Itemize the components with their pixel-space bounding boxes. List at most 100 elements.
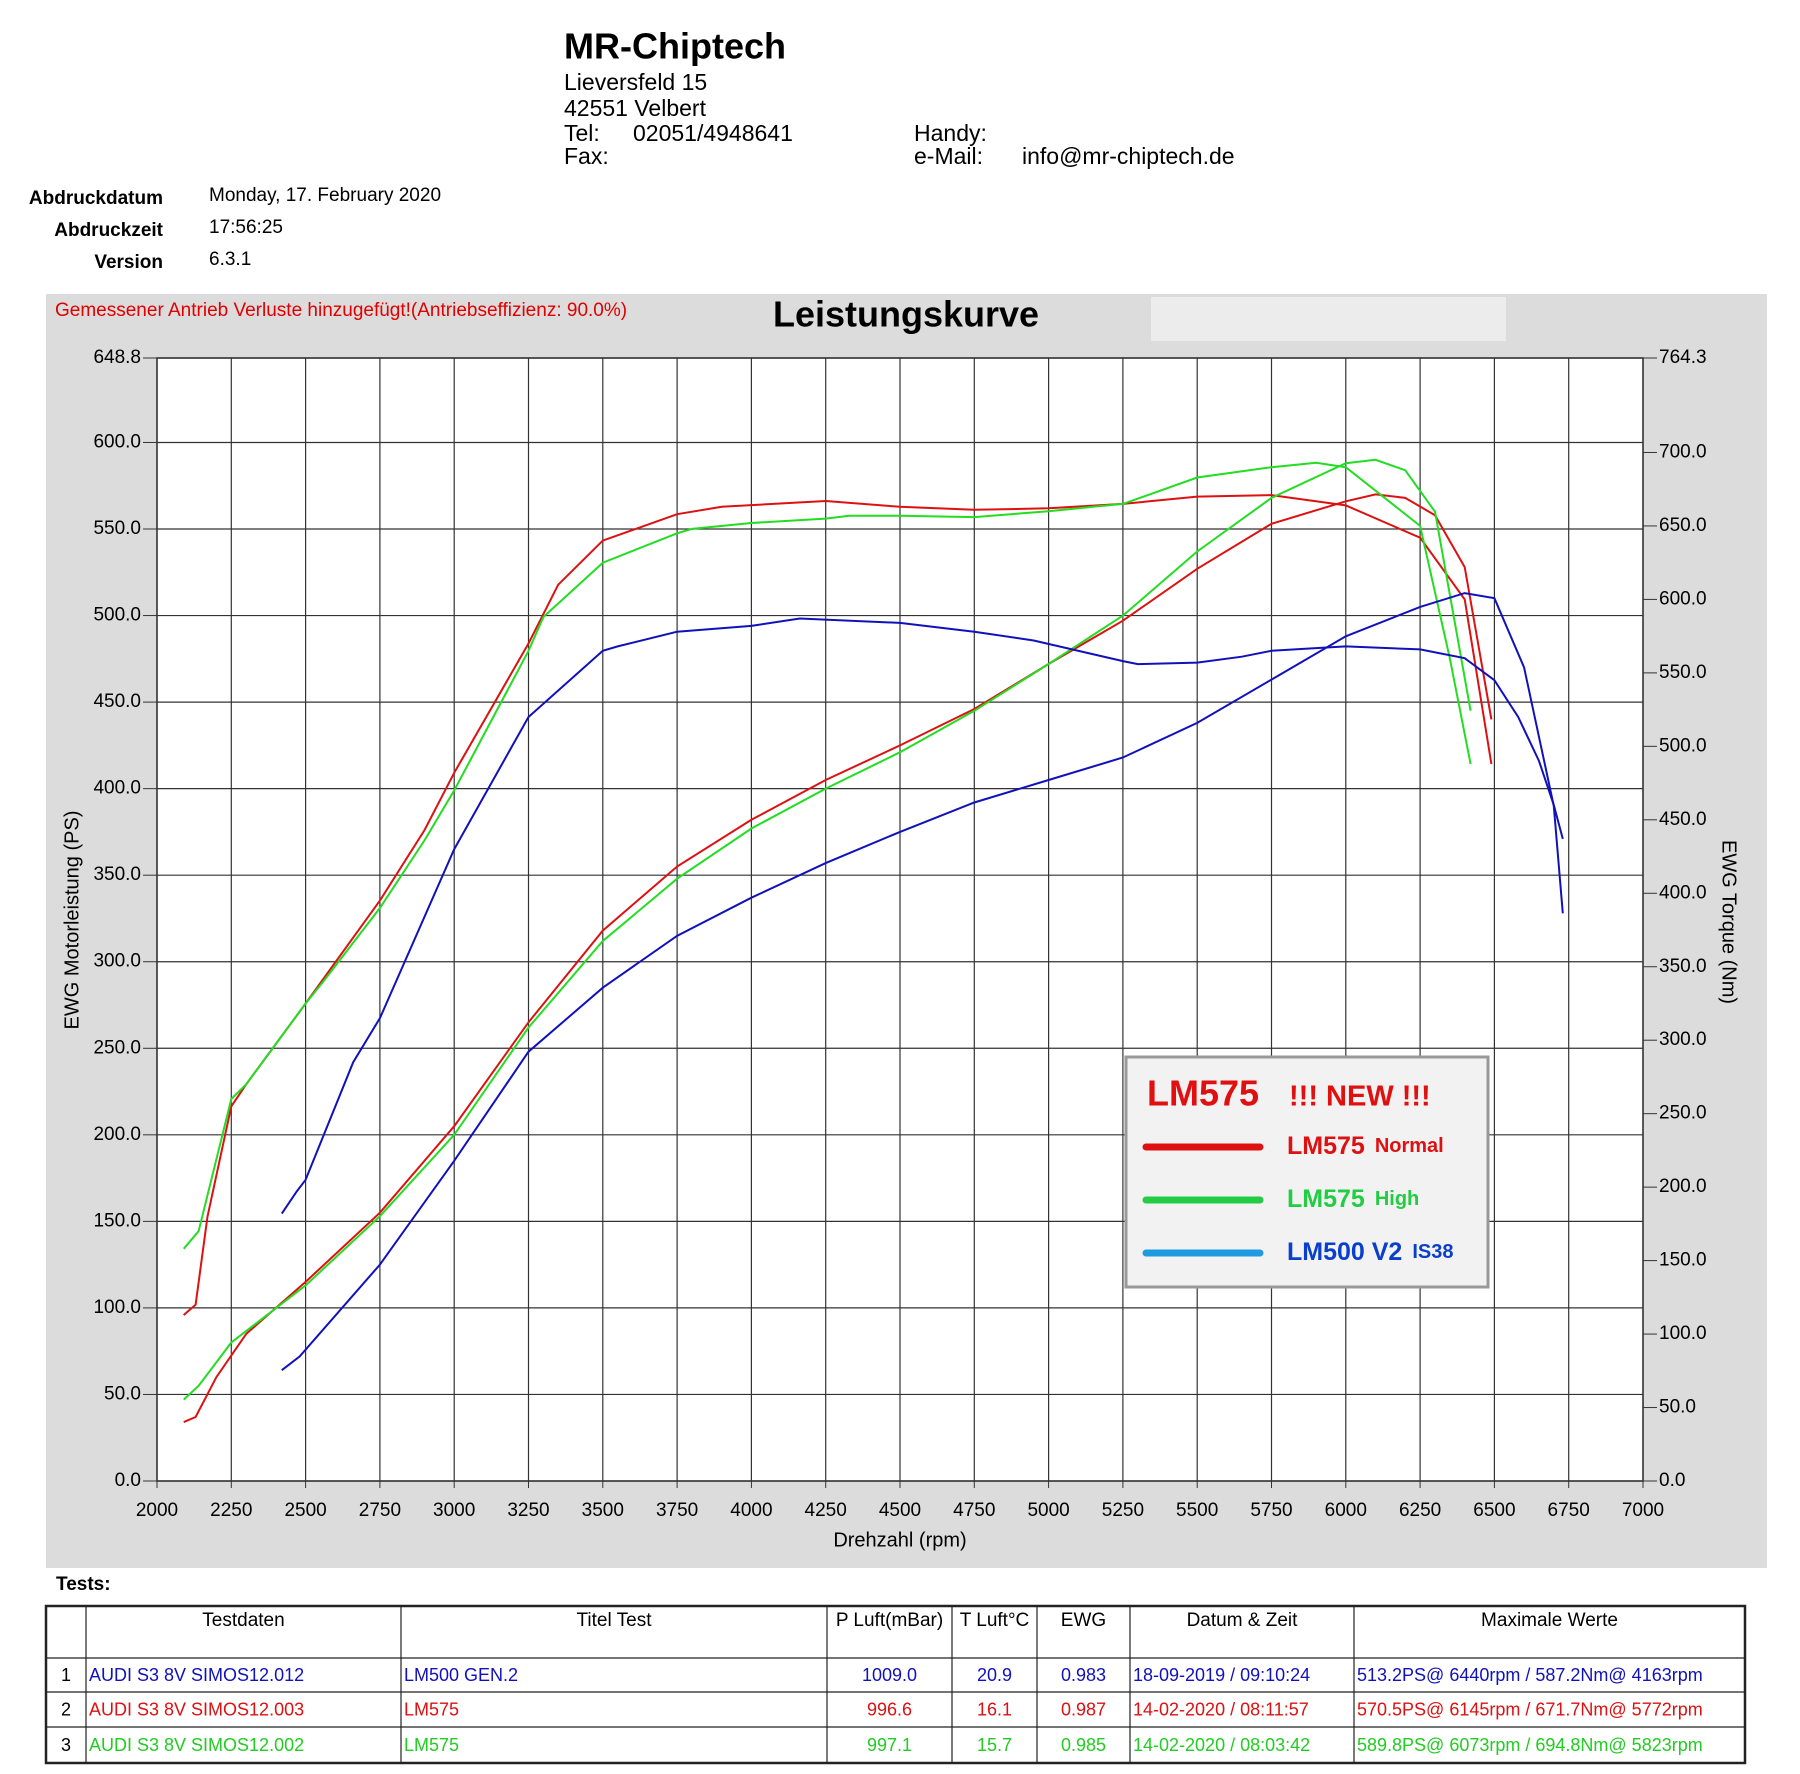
y2-tick-label: 300.0 bbox=[1659, 1029, 1707, 1050]
legend-sub: IS38 bbox=[1412, 1241, 1453, 1263]
legend-sub: High bbox=[1375, 1188, 1419, 1210]
y2-tick-label: 0.0 bbox=[1659, 1470, 1685, 1491]
table-cell: AUDI S3 8V SIMOS12.003 bbox=[89, 1699, 304, 1719]
y2-tick-label: 600.0 bbox=[1659, 588, 1707, 609]
y-tick-label: 300.0 bbox=[93, 951, 141, 972]
series-line bbox=[183, 458, 1472, 1401]
legend-name: LM575 bbox=[1287, 1185, 1365, 1213]
table-cell: AUDI S3 8V SIMOS12.002 bbox=[89, 1735, 304, 1755]
x-tick-label: 4750 bbox=[953, 1500, 995, 1521]
legend-label: LM500 V2 IS38 bbox=[1287, 1238, 1454, 1266]
table-cell: 996.6 bbox=[867, 1699, 912, 1719]
table-cell: 20.9 bbox=[977, 1665, 1012, 1685]
y2-tick-label: 50.0 bbox=[1659, 1397, 1696, 1418]
company: MR-Chiptech bbox=[564, 26, 786, 67]
x-tick-label: 3500 bbox=[582, 1500, 624, 1521]
legend-title-note: !!! NEW !!! bbox=[1289, 1081, 1431, 1113]
x-tick-label: 6500 bbox=[1473, 1500, 1515, 1521]
table-header: Datum & Zeit bbox=[1187, 1610, 1299, 1631]
series-line bbox=[280, 617, 1564, 1215]
info-label: Abdruckdatum bbox=[29, 188, 163, 209]
y2-tick-label: 650.0 bbox=[1659, 515, 1707, 536]
y-tick-label: 50.0 bbox=[104, 1383, 141, 1404]
y2-tick-label: 500.0 bbox=[1659, 735, 1707, 756]
table-header: P Luft(mBar) bbox=[836, 1610, 943, 1631]
table-cell: 1 bbox=[61, 1665, 71, 1685]
plot-border bbox=[156, 357, 1644, 1482]
y-tick-label: 550.0 bbox=[93, 518, 141, 539]
info-label: Abdruckzeit bbox=[54, 220, 163, 241]
table-cell: LM500 GEN.2 bbox=[404, 1665, 518, 1685]
table-cell: 0.983 bbox=[1061, 1665, 1106, 1685]
table-cell: 16.1 bbox=[977, 1699, 1012, 1719]
fax-label: Fax: bbox=[564, 143, 609, 169]
table-cell: 1009.0 bbox=[862, 1665, 917, 1685]
x-tick-label: 5750 bbox=[1250, 1500, 1292, 1521]
city: 42551 Velbert bbox=[564, 95, 707, 121]
table-cell: 18-09-2019 / 09:10:24 bbox=[1133, 1665, 1310, 1685]
y-tick-label: 100.0 bbox=[93, 1297, 141, 1318]
x-tick-label: 6000 bbox=[1325, 1500, 1367, 1521]
handy-label: Handy: bbox=[914, 120, 987, 146]
table-cell: 14-02-2020 / 08:03:42 bbox=[1133, 1735, 1310, 1755]
email-label: e-Mail: bbox=[914, 143, 983, 169]
table-cell: LM575 bbox=[404, 1735, 459, 1755]
x-tick-label: 6750 bbox=[1548, 1500, 1590, 1521]
legend-label: LM575 Normal bbox=[1287, 1132, 1444, 1160]
y2-tick-label: 400.0 bbox=[1659, 882, 1707, 903]
x-tick-label: 2500 bbox=[284, 1500, 326, 1521]
y2-axis-title: EWG Torque (Nm) bbox=[1718, 840, 1740, 1004]
y-tick-label: 200.0 bbox=[93, 1124, 141, 1145]
y2-tick-label: 100.0 bbox=[1659, 1323, 1707, 1344]
y2-tick-label: 450.0 bbox=[1659, 809, 1707, 830]
series-line bbox=[182, 461, 1472, 1250]
table-cell: 0.987 bbox=[1061, 1699, 1106, 1719]
tel: 02051/4948641 bbox=[633, 120, 793, 146]
x-tick-label: 3750 bbox=[656, 1500, 698, 1521]
table-cell: 2 bbox=[61, 1699, 71, 1719]
y-tick-label: 0.0 bbox=[115, 1470, 141, 1491]
table-cell: 997.1 bbox=[867, 1735, 912, 1755]
table-cell: 15.7 bbox=[977, 1735, 1012, 1755]
table-cell: 589.8PS@ 6073rpm / 694.8Nm@ 5823rpm bbox=[1357, 1735, 1703, 1755]
y2-tick-label: 700.0 bbox=[1659, 441, 1707, 462]
y-tick-label: 350.0 bbox=[93, 864, 141, 885]
table-header: T Luft°C bbox=[960, 1610, 1030, 1631]
y-tick-label: 450.0 bbox=[93, 691, 141, 712]
y2-tick-label: 350.0 bbox=[1659, 956, 1707, 977]
info-label: Version bbox=[94, 252, 163, 273]
x-tick-label: 2750 bbox=[359, 1500, 401, 1521]
table-cell: 0.985 bbox=[1061, 1735, 1106, 1755]
y-tick-label: 400.0 bbox=[93, 778, 141, 799]
info-value: 6.3.1 bbox=[209, 249, 251, 270]
legend-sub: Normal bbox=[1375, 1135, 1444, 1157]
table-header: Maximale Werte bbox=[1481, 1610, 1618, 1631]
legend-name: LM500 V2 bbox=[1287, 1238, 1402, 1266]
table-header: Testdaten bbox=[202, 1610, 284, 1631]
legend-title: LM575 bbox=[1147, 1073, 1259, 1114]
x-tick-label: 7000 bbox=[1622, 1500, 1664, 1521]
y2-tick-label: 250.0 bbox=[1659, 1103, 1707, 1124]
y-tick-label: 600.0 bbox=[93, 431, 141, 452]
legend-box bbox=[1124, 1055, 1490, 1289]
table-cell: 3 bbox=[61, 1735, 71, 1755]
email: info@mr-chiptech.de bbox=[1022, 143, 1235, 169]
legend-name: LM575 bbox=[1287, 1132, 1365, 1160]
series-line bbox=[281, 592, 1564, 1371]
table-cell: AUDI S3 8V SIMOS12.012 bbox=[89, 1665, 304, 1685]
x-tick-label: 4500 bbox=[879, 1500, 921, 1521]
chart-note: Gemessener Antrieb Verluste hinzugefügt!… bbox=[55, 300, 627, 321]
x-tick-label: 3000 bbox=[433, 1500, 475, 1521]
y2-tick-label: 764.3 bbox=[1659, 347, 1707, 368]
y-tick-label: 250.0 bbox=[93, 1037, 141, 1058]
x-tick-label: 2000 bbox=[136, 1500, 178, 1521]
y2-tick-label: 150.0 bbox=[1659, 1250, 1707, 1271]
y2-tick-label: 200.0 bbox=[1659, 1176, 1707, 1197]
x-tick-label: 6250 bbox=[1399, 1500, 1441, 1521]
x-tick-label: 2250 bbox=[210, 1500, 252, 1521]
legend-label: LM575 High bbox=[1287, 1185, 1419, 1213]
chart-title: Leistungskurve bbox=[773, 294, 1039, 335]
y-tick-label: 648.8 bbox=[93, 347, 141, 368]
y-tick-label: 500.0 bbox=[93, 605, 141, 626]
